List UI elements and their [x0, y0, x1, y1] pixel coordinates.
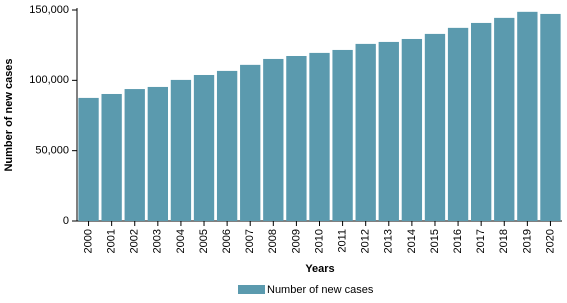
bar [355, 43, 376, 221]
x-tick-label: 2006 [221, 229, 233, 253]
bar [147, 86, 168, 221]
x-tick-label: 2010 [313, 229, 325, 253]
x-tick-label: 2008 [267, 229, 279, 253]
bar [240, 64, 261, 221]
y-tick-label: 100,000 [29, 74, 69, 86]
x-axis-title: Years [305, 263, 334, 275]
x-tick-label: 2011 [337, 229, 349, 253]
y-tick-label: 150,000 [29, 4, 69, 16]
legend-swatch [238, 285, 265, 294]
x-tick-label: 2005 [198, 229, 210, 253]
bar [424, 33, 446, 222]
x-tick-label: 2014 [406, 229, 418, 253]
bar [447, 27, 469, 221]
bar [78, 97, 99, 221]
x-tick-label: 2017 [475, 229, 487, 253]
x-tick-label: 2019 [521, 229, 533, 253]
bar [124, 89, 145, 222]
bar [263, 58, 284, 222]
bar [286, 55, 307, 221]
x-tick-label: 2013 [383, 229, 395, 253]
bar [216, 70, 238, 222]
x-tick-label: 2015 [429, 229, 441, 253]
x-tick-label: 2020 [544, 229, 556, 253]
x-tick-label: 2016 [452, 229, 464, 253]
bar [471, 22, 492, 222]
x-tick-label: 2007 [244, 229, 256, 253]
y-tick-label: 50,000 [35, 145, 69, 157]
x-tick-label: 2018 [498, 229, 510, 253]
x-tick-label: 2009 [290, 229, 302, 253]
bar [309, 52, 330, 221]
bar [101, 93, 122, 221]
bar [193, 74, 215, 221]
x-tick-label: 2002 [129, 229, 141, 253]
x-tick-label: 2012 [360, 229, 372, 253]
x-tick-label: 2001 [106, 229, 118, 253]
bar [378, 41, 399, 221]
bar [517, 11, 538, 221]
y-tick-label: 0 [63, 215, 69, 227]
y-axis-title: Number of new cases [3, 58, 15, 171]
bar [332, 49, 353, 221]
x-tick-label: 2000 [82, 229, 94, 253]
bar [401, 38, 423, 222]
bar [540, 13, 561, 222]
x-tick-label: 2004 [175, 229, 187, 253]
bar [170, 79, 192, 221]
legend-label: Number of new cases [267, 284, 374, 296]
x-tick-label: 2003 [152, 229, 164, 253]
bar [494, 17, 515, 221]
